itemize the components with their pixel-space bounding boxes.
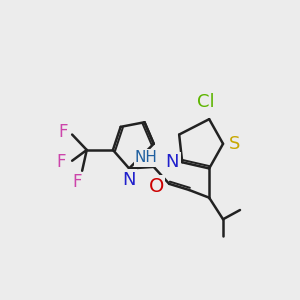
Text: F: F	[58, 123, 68, 141]
Text: F: F	[72, 173, 82, 191]
Text: S: S	[229, 135, 241, 153]
Text: NH: NH	[135, 150, 158, 165]
Text: Cl: Cl	[197, 94, 215, 112]
Text: F: F	[56, 152, 66, 170]
Text: N: N	[122, 171, 136, 189]
Text: N: N	[166, 153, 179, 171]
Text: O: O	[148, 177, 164, 196]
